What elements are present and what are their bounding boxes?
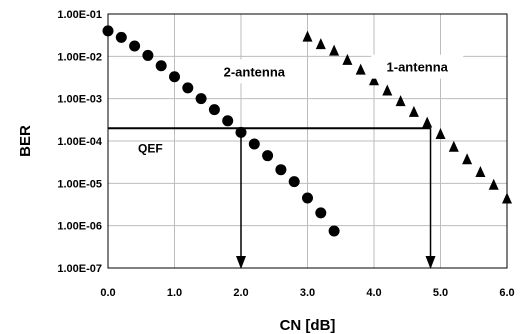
y-axis-title: BER [17, 125, 34, 157]
data-point-triangle [422, 116, 433, 128]
x-tick-label: 5.0 [433, 287, 448, 299]
x-tick-label: 0.0 [100, 287, 115, 299]
data-point-triangle [355, 63, 366, 75]
data-point-circle [142, 49, 154, 61]
y-tick-label: 1.00E-03 [57, 94, 102, 106]
data-point-circle [315, 207, 327, 219]
data-point-triangle [435, 128, 446, 140]
y-tick-label: 1.00E-04 [57, 136, 103, 148]
x-tick-labels: 0.0 1.0 2.0 3.0 4.0 5.0 6.0 [100, 287, 514, 299]
data-point-triangle [329, 44, 340, 56]
data-point-triangle [488, 178, 499, 190]
data-point-circle [262, 150, 274, 162]
data-point-triangle [462, 153, 473, 165]
data-point-circle [222, 115, 234, 127]
data-point-circle [115, 31, 127, 43]
data-point-triangle [448, 140, 459, 152]
data-point-triangle [302, 30, 313, 42]
data-point-triangle [475, 166, 486, 178]
data-point-triangle [369, 74, 379, 86]
x-axis-title: CN [dB] [280, 317, 336, 334]
data-point-circle [275, 164, 287, 176]
data-point-circle [195, 93, 207, 105]
data-point-triangle [502, 192, 512, 204]
data-point-circle [169, 71, 180, 83]
data-point-circle [155, 60, 167, 72]
x-tick-label: 3.0 [300, 287, 315, 299]
data-point-triangle [395, 95, 406, 107]
annotation-layer: QEF 2-antenna 1-antenna [108, 54, 464, 269]
cn-arrow-head [425, 256, 436, 269]
qef-label: QEF [138, 141, 163, 155]
data-point-circle [182, 82, 194, 94]
y-tick-label: 1.00E-02 [57, 51, 102, 63]
y-tick-label: 1.00E-01 [57, 9, 102, 21]
plot-frame [107, 13, 508, 269]
grid-lines [107, 13, 508, 269]
series-label: 2-antenna [224, 64, 286, 79]
series-2-antenna [102, 25, 340, 237]
series-label-box [371, 54, 464, 79]
x-tick-label: 1.0 [167, 287, 182, 299]
data-point-circle [102, 25, 114, 37]
data-point-triangle [342, 53, 353, 65]
y-tick-label: 1.00E-05 [57, 178, 102, 190]
x-tick-label: 2.0 [233, 287, 248, 299]
y-tick-label: 1.00E-06 [57, 221, 102, 233]
x-tick-label: 6.0 [499, 287, 514, 299]
data-point-circle [208, 104, 220, 116]
data-point-triangle [315, 38, 326, 50]
data-point-circle [328, 225, 340, 237]
series-label: 1-antenna [387, 60, 449, 75]
x-tick-label: 4.0 [366, 287, 381, 299]
data-point-circle [129, 40, 141, 52]
data-point-triangle [382, 84, 393, 96]
y-tick-label: 1.00E-07 [57, 263, 102, 275]
data-point-circle [248, 138, 260, 150]
series-label-box [208, 59, 301, 84]
data-point-circle [302, 192, 313, 204]
data-point-triangle [408, 105, 419, 117]
cn-arrow-head [236, 256, 246, 269]
y-tick-labels: 1.00E-07 1.00E-06 1.00E-05 1.00E-04 1.00E-03… [57, 9, 103, 275]
series-layer [102, 25, 512, 237]
series-1-antenna [302, 30, 512, 204]
data-point-circle [288, 176, 300, 188]
